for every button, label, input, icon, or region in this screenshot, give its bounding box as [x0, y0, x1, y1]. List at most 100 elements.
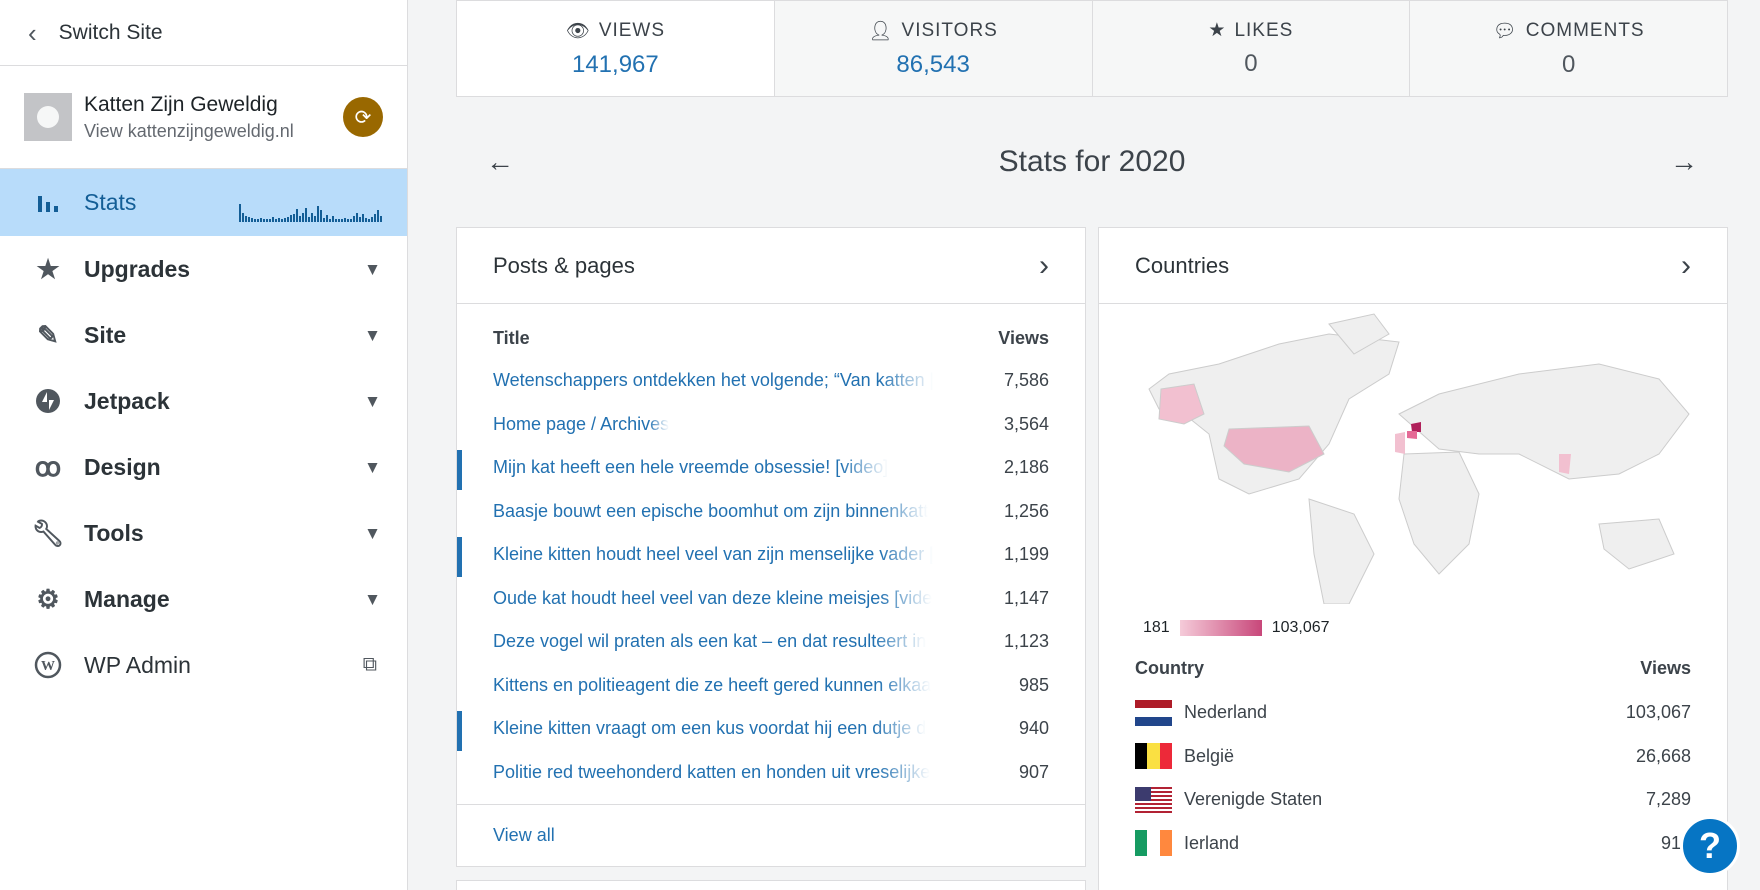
post-title-link[interactable]: Kittens en politieagent die ze heeft ger…: [493, 674, 932, 695]
sparkline-bar: [269, 219, 271, 222]
sidebar-item-label: Stats: [84, 189, 137, 215]
sparkline-bar: [257, 219, 259, 222]
tab-visitors[interactable]: 👤︎ VISITORS 86,543: [773, 1, 1092, 96]
post-row: Kleine kitten vraagt om een kus voordat …: [457, 707, 1085, 751]
post-views: 1,123: [1003, 631, 1049, 652]
post-views: 1,147: [1003, 587, 1049, 608]
sparkline-bar: [260, 218, 262, 222]
post-title-link[interactable]: Wetenschappers ontdekken het volgende; “…: [493, 370, 933, 391]
chevron-left-icon: ‹: [28, 17, 37, 48]
world-map: 181 103,067: [1099, 304, 1727, 644]
country-name: Verenigde Staten: [1184, 789, 1323, 810]
sidebar-item-label: Design: [84, 453, 161, 480]
sparkline-bar: [284, 218, 286, 222]
sparkline-bar: [341, 219, 343, 222]
post-title-link[interactable]: Mijn kat heeft een hele vreemde obsessie…: [493, 457, 889, 478]
post-row: Kleine kitten houdt heel veel van zijn m…: [457, 533, 1085, 577]
sidebar-item-stats[interactable]: Stats: [0, 169, 407, 236]
sparkline-bar: [317, 206, 319, 222]
post-row: Home page / Archives 3,564: [457, 403, 1085, 447]
sync-icon[interactable]: ⟳: [343, 97, 383, 137]
tab-likes[interactable]: ★ LIKES 0: [1091, 1, 1410, 96]
map-legend: 181 103,067: [1143, 619, 1330, 637]
post-title-link[interactable]: Baasje bouwt een epische boomhut om zijn…: [493, 500, 929, 521]
posts-pages-card: Posts & pages › Title Views Wetenschappe…: [456, 227, 1086, 867]
post-views: 7,586: [1003, 370, 1049, 391]
sparkline-bar: [374, 214, 376, 222]
sidebar: ‹ Switch Site Katten Zijn Geweldig View …: [0, 0, 408, 890]
column-views: Views: [1640, 658, 1691, 678]
post-title-link[interactable]: Oude kat houdt heel veel van deze kleine…: [493, 587, 933, 608]
sparkline-bar: [353, 216, 355, 222]
post-row: Wetenschappers ontdekken het volgende; “…: [457, 359, 1085, 403]
sparkline-bar: [371, 217, 373, 222]
sidebar-item-tools[interactable]: 🔧︎ Tools ▾: [0, 500, 407, 566]
row-highlight-bar: [457, 537, 462, 577]
help-button[interactable]: ?: [1680, 816, 1740, 876]
posts-table-header: Title Views: [457, 304, 1085, 359]
sparkline-bar: [266, 219, 268, 222]
sidebar-item-label: Upgrades: [84, 255, 191, 282]
arrow-right-icon[interactable]: →: [1669, 146, 1698, 177]
flag-usa-icon: [1135, 786, 1172, 813]
comment-icon: 💬︎: [1492, 20, 1518, 42]
post-views: 985: [1018, 674, 1049, 695]
sidebar-item-wp-admin[interactable]: W WP Admin ⧉: [0, 632, 407, 698]
sparkline-bar: [365, 218, 367, 222]
sparkline-bar: [245, 216, 247, 222]
site-card[interactable]: Katten Zijn Geweldig View kattenzijngewe…: [0, 66, 407, 169]
gear-icon: ⚙: [36, 583, 60, 614]
site-url-link[interactable]: View kattenzijngeweldig.nl: [84, 120, 294, 141]
arrow-left-icon[interactable]: ←: [486, 146, 514, 177]
post-views: 940: [1018, 718, 1049, 739]
view-all-link[interactable]: View all: [457, 804, 1085, 866]
tab-views[interactable]: 👁︎ VIEWS 141,967: [457, 1, 774, 96]
post-views: 2,186: [1003, 457, 1049, 478]
chevron-down-icon: ▾: [367, 258, 377, 279]
sidebar-item-label: WP Admin: [84, 651, 191, 678]
sidebar-item-design[interactable]: ꝏ Design ▾: [0, 434, 407, 500]
post-title-link[interactable]: Kleine kitten vraagt om een kus voordat …: [493, 718, 927, 739]
sparkline-bar: [248, 217, 250, 222]
stats-main: 👁︎ VIEWS 141,967 👤︎ VISITORS 86,543 ★ LIKES…: [456, 0, 1728, 890]
period-title: Stats for 2020: [998, 145, 1186, 178]
sparkline-bar: [308, 217, 310, 222]
post-row: Oude kat houdt heel veel van deze kleine…: [457, 577, 1085, 621]
sparkline-bar: [338, 219, 340, 222]
tab-label: VISITORS: [901, 19, 998, 41]
flag-belgium-icon: [1135, 743, 1172, 770]
post-title-link[interactable]: Deze vogel wil praten als een kat – en d…: [493, 631, 927, 652]
switch-site-label: Switch Site: [58, 20, 163, 44]
countries-card-header[interactable]: Countries ›: [1099, 228, 1727, 304]
post-views: 907: [1018, 761, 1049, 782]
chevron-down-icon: ▾: [367, 390, 377, 411]
country-views: 26,668: [1635, 745, 1691, 766]
country-name: Nederland: [1184, 702, 1268, 723]
sparkline-bar: [305, 208, 307, 222]
column-views: Views: [998, 328, 1049, 348]
sidebar-item-jetpack[interactable]: Jetpack ▾: [0, 368, 407, 434]
tab-comments[interactable]: 💬︎ COMMENTS 0: [1409, 1, 1727, 96]
chevron-right-icon[interactable]: ›: [1039, 248, 1049, 282]
posts-card-header[interactable]: Posts & pages ›: [457, 228, 1085, 304]
post-title-link[interactable]: Home page / Archives: [493, 413, 670, 434]
switch-site-button[interactable]: ‹ Switch Site: [0, 0, 407, 66]
row-highlight-bar: [457, 711, 462, 751]
post-title-link[interactable]: Politie red tweehonderd katten en honden…: [493, 761, 931, 782]
sparkline-bar: [314, 216, 316, 222]
sparkline-bar: [344, 218, 346, 222]
post-row: Politie red tweehonderd katten en honden…: [457, 751, 1085, 795]
sparkline-bar: [380, 216, 382, 222]
sidebar-item-manage[interactable]: ⚙ Manage ▾: [0, 566, 407, 632]
sparkline-bar: [299, 216, 301, 222]
chevron-down-icon: ▾: [367, 522, 377, 543]
sidebar-item-site[interactable]: ✎ Site ▾: [0, 302, 407, 368]
wrench-icon: 🔧︎: [31, 517, 65, 548]
tab-label: LIKES: [1234, 19, 1294, 41]
sidebar-item-upgrades[interactable]: ★ Upgrades ▾: [0, 236, 407, 302]
chevron-right-icon[interactable]: ›: [1681, 248, 1691, 282]
sparkline-bar: [332, 216, 334, 222]
sparkline-bar: [320, 210, 322, 222]
post-title-link[interactable]: Kleine kitten houdt heel veel van zijn m…: [493, 544, 933, 565]
sparkline-bar: [323, 218, 325, 222]
